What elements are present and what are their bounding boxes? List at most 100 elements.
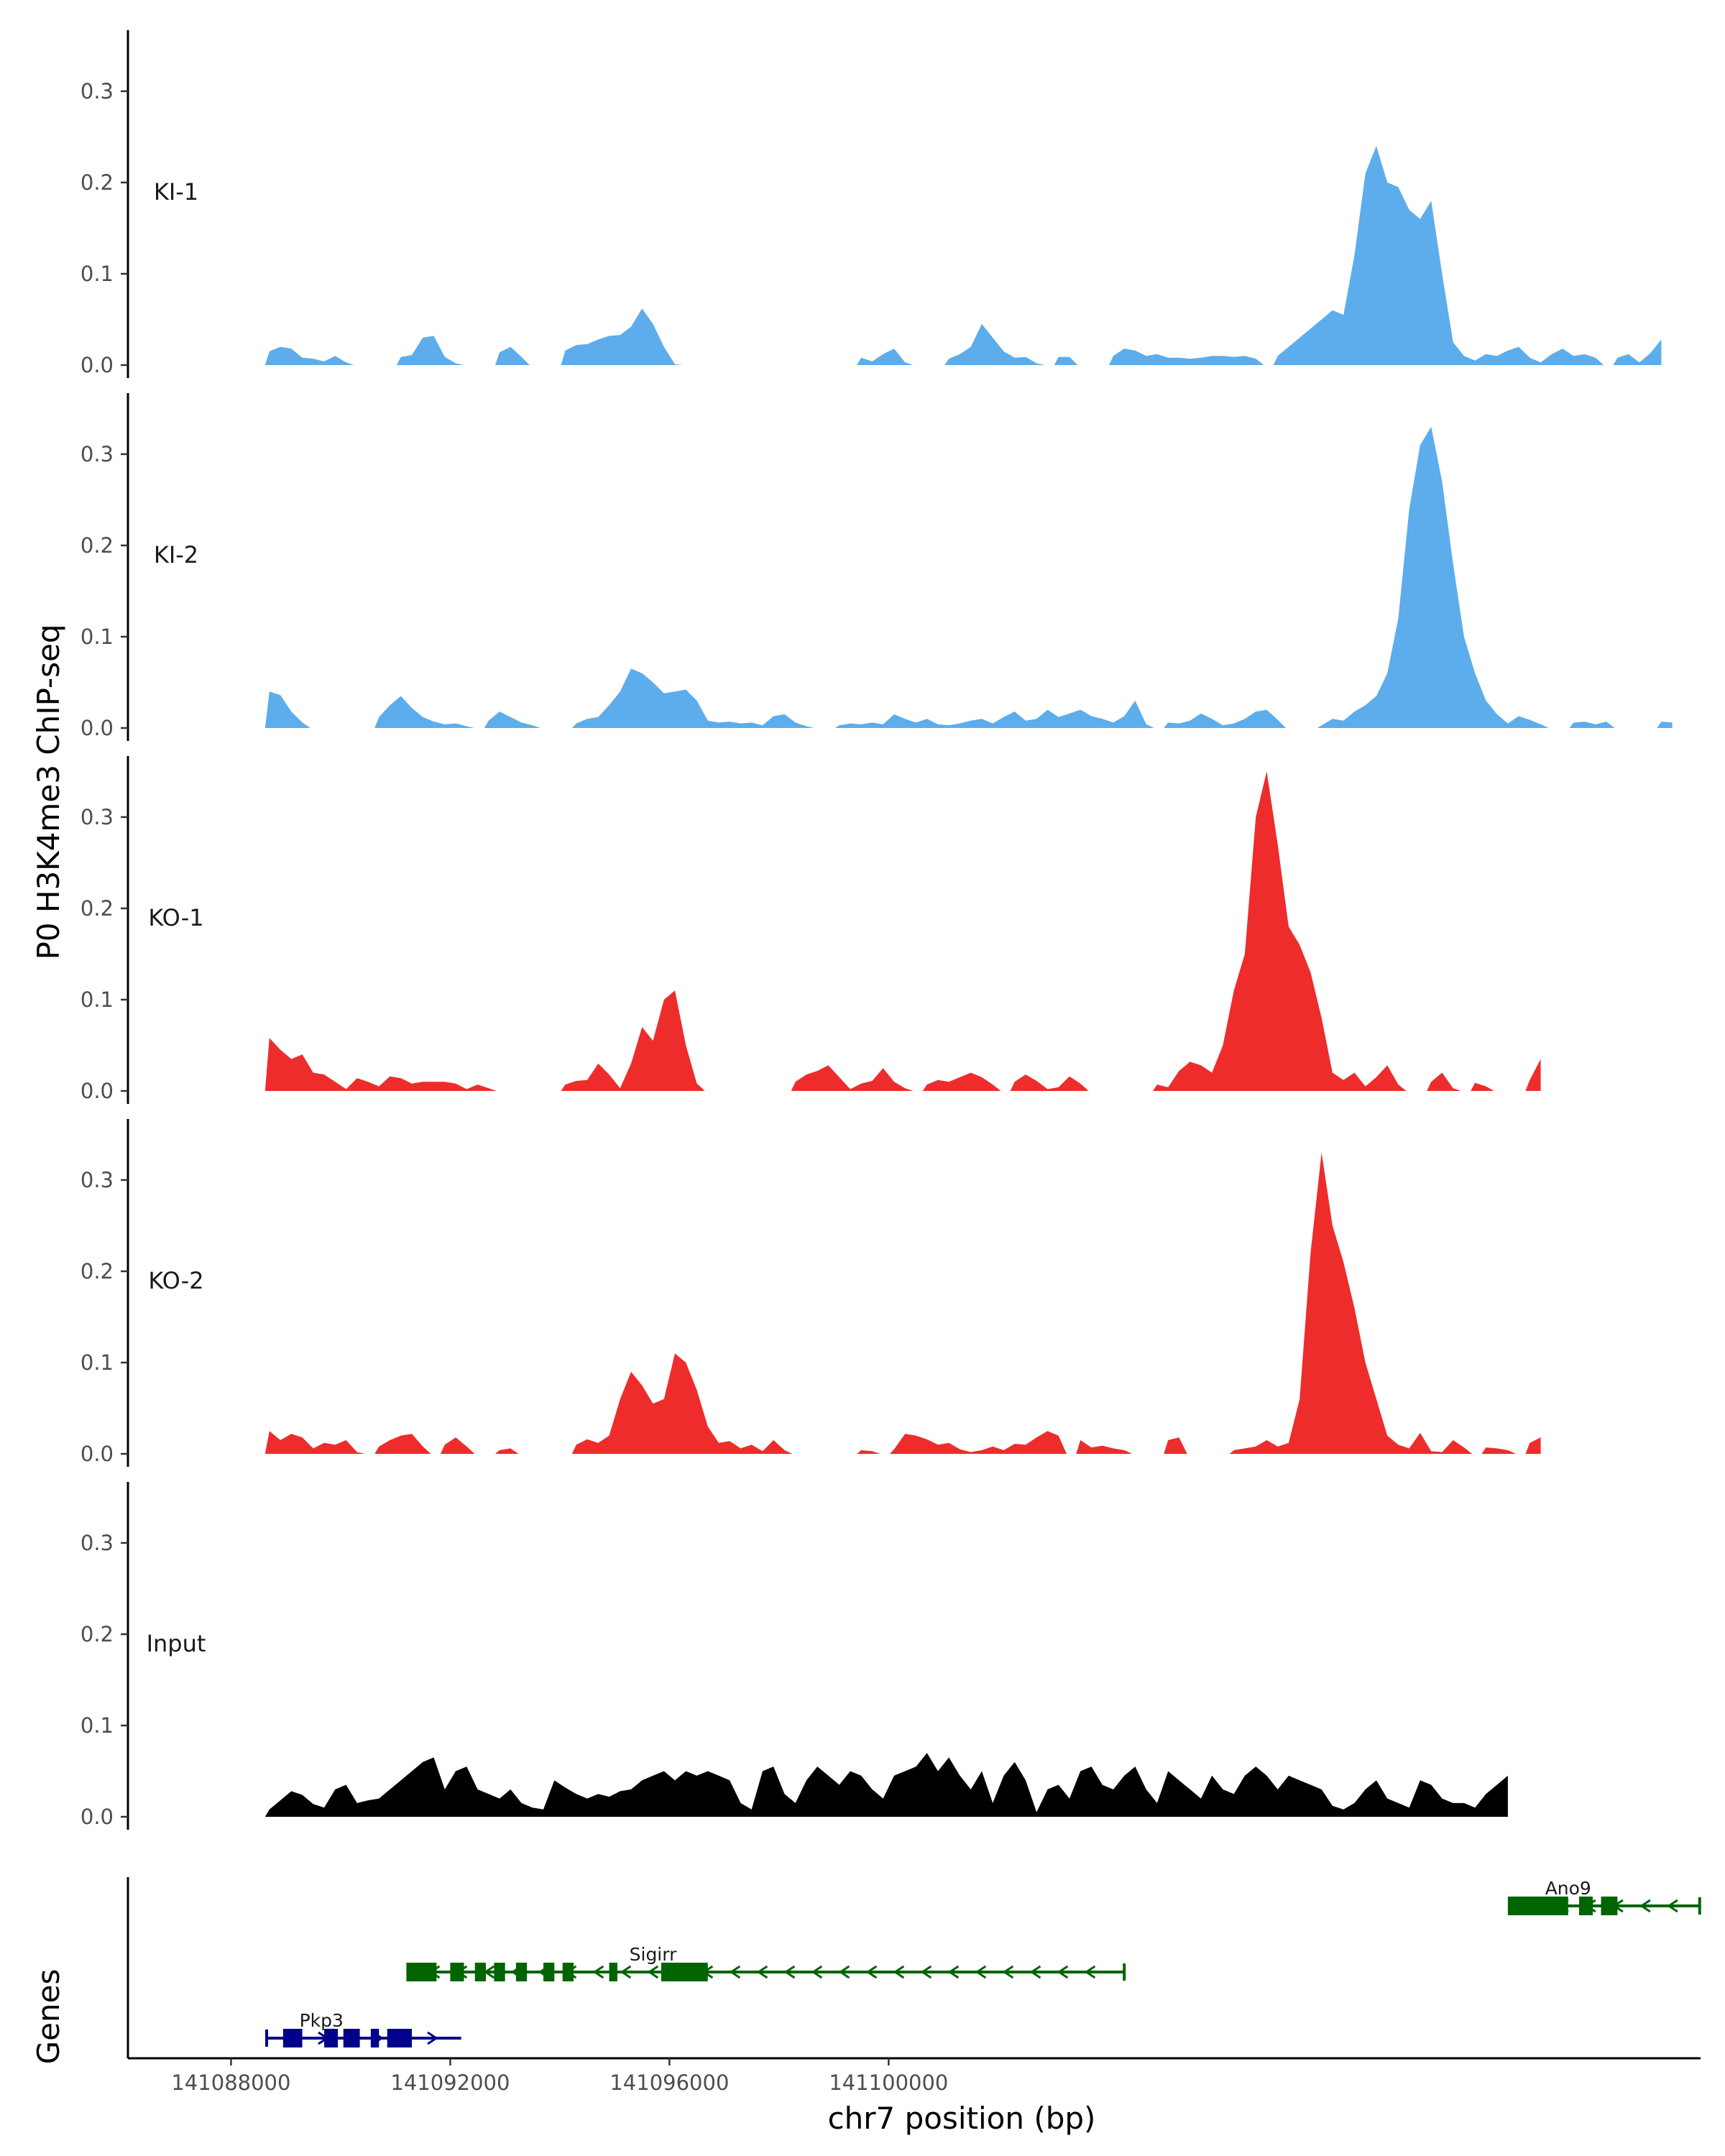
- coverage-area: [1109, 349, 1264, 365]
- gene-label: Sigirr: [630, 1944, 677, 1965]
- coverage-area: [571, 668, 815, 728]
- y-tick-label: 0.0: [80, 1079, 114, 1103]
- coverage-area: [1273, 146, 1604, 365]
- x-axis: 141088000 141092000 141096000 141100000: [128, 2057, 1701, 2095]
- strand-arrow: [783, 1965, 796, 1979]
- track-label: KO-1: [148, 904, 203, 931]
- coverage-area: [264, 1038, 497, 1091]
- coverage-area: [495, 1448, 519, 1454]
- coverage-area: [396, 336, 464, 365]
- coverage-area: [1525, 1059, 1541, 1091]
- y-tick-label: 0.1: [80, 625, 114, 649]
- gene-exon: [474, 1963, 486, 1981]
- y-tick-label: 0.3: [80, 1168, 114, 1192]
- y-tick-label: 0.0: [80, 353, 114, 377]
- gene-exon: [324, 2029, 339, 2047]
- coverage-area: [1152, 771, 1407, 1091]
- y-tick-label: 0.0: [80, 1442, 114, 1466]
- strand-arrow: [920, 1965, 932, 1979]
- track-ko-2: 0.0 0.1 0.2 0.3 KO-2: [80, 1119, 1541, 1467]
- x-tick-label: 141088000: [171, 2070, 290, 2095]
- gene-ano9: Ano9: [1507, 1878, 1701, 1915]
- y-tick-label: 0.0: [80, 1805, 114, 1829]
- strand-arrow: [1667, 1899, 1678, 1913]
- track-label: KI-2: [154, 541, 198, 568]
- coverage-area: [1317, 426, 1549, 728]
- gene-exon: [450, 1963, 464, 1981]
- coverage-area: [1164, 1437, 1187, 1454]
- track-label: Input: [147, 1630, 206, 1657]
- coverage-area: [1613, 339, 1662, 365]
- gene-exon: [494, 1963, 505, 1981]
- coverage-area: [1229, 1152, 1473, 1454]
- gene-exon: [1601, 1897, 1618, 1915]
- strand-arrow: [947, 1965, 960, 1979]
- coverage-area: [1427, 1072, 1461, 1091]
- gene-label: Pkp3: [300, 2010, 344, 2031]
- gene-exon: [1507, 1897, 1568, 1915]
- strand-arrow: [1084, 1965, 1096, 1979]
- coverage-area: [561, 990, 705, 1091]
- coverage-area: [1164, 709, 1286, 728]
- y-tick-label: 0.1: [80, 1350, 114, 1375]
- coverage-area: [1657, 722, 1673, 728]
- coverage-area: [561, 308, 684, 365]
- coverage-area: [857, 1450, 880, 1454]
- gene-sigirr: Sigirr: [406, 1944, 1126, 1981]
- coverage-area: [1525, 1437, 1541, 1454]
- gene-annotation-panel: Ano9 Sigirr Pkp3: [126, 1877, 1701, 2058]
- strand-arrow: [729, 1965, 741, 1979]
- coverage-area: [922, 1072, 1001, 1091]
- strand-arrow: [427, 2031, 438, 2045]
- y-tick-label: 0.2: [80, 1622, 114, 1646]
- genes-axis-title: Genes: [31, 1969, 66, 2065]
- track-input: 0.0 0.1 0.2 0.3 Input: [80, 1482, 1508, 1830]
- coverage-area: [791, 1065, 914, 1091]
- track-ki-2: 0.0 0.1 0.2 0.3 KI-2: [80, 393, 1673, 741]
- strand-arrow: [756, 1965, 768, 1979]
- coverage-area: [264, 1431, 365, 1454]
- y-tick-label: 0.0: [80, 716, 114, 740]
- strand-arrow: [1002, 1965, 1014, 1979]
- gene-exon: [661, 1963, 708, 1981]
- y-tick-label: 0.1: [80, 987, 114, 1012]
- strand-arrow: [647, 1965, 659, 1979]
- gene-exon: [343, 2029, 360, 2047]
- strand-arrow: [975, 1965, 987, 1979]
- coverage-area: [495, 346, 530, 365]
- strand-arrow: [865, 1965, 878, 1979]
- chip-seq-tracks: 0.0 0.1 0.2 0.3 KI-1 0.0 0.1 0.2 0.3 KI-2 0.0 0.1 0.…: [80, 30, 1673, 1830]
- y-tick-label: 0.2: [80, 896, 114, 921]
- y-tick-label: 0.3: [80, 79, 114, 103]
- coverage-area: [571, 1353, 793, 1454]
- strand-arrow: [893, 1965, 905, 1979]
- coverage-area: [890, 1431, 1067, 1454]
- y-tick-label: 0.2: [80, 170, 114, 195]
- coverage-area: [944, 323, 1045, 365]
- track-label: KI-1: [154, 178, 198, 206]
- gene-pkp3: Pkp3: [264, 2010, 461, 2047]
- track-label: KO-2: [148, 1267, 203, 1294]
- coverage-area: [264, 346, 354, 365]
- coverage-area: [1010, 1074, 1089, 1091]
- gene-exon: [406, 1963, 437, 1981]
- y-tick-label: 0.3: [80, 805, 114, 829]
- strand-arrow: [1029, 1965, 1041, 1979]
- y-tick-label: 0.3: [80, 1531, 114, 1555]
- coverage-area: [1569, 722, 1615, 728]
- strand-arrow: [811, 1965, 823, 1979]
- coverage-area: [264, 691, 310, 728]
- coverage-area: [1481, 1447, 1517, 1454]
- strand-arrow: [592, 1965, 604, 1979]
- y-tick-label: 0.1: [80, 262, 114, 286]
- strand-arrow: [838, 1965, 850, 1979]
- gene-exon: [282, 2029, 303, 2047]
- gene-exon: [387, 2029, 413, 2047]
- gene-exon: [370, 2029, 380, 2047]
- coverage-area: [374, 1434, 431, 1454]
- coverage-area: [1471, 1082, 1494, 1091]
- strand-arrow: [1057, 1965, 1069, 1979]
- gene-label: Ano9: [1545, 1878, 1591, 1899]
- coverage-area: [857, 349, 914, 365]
